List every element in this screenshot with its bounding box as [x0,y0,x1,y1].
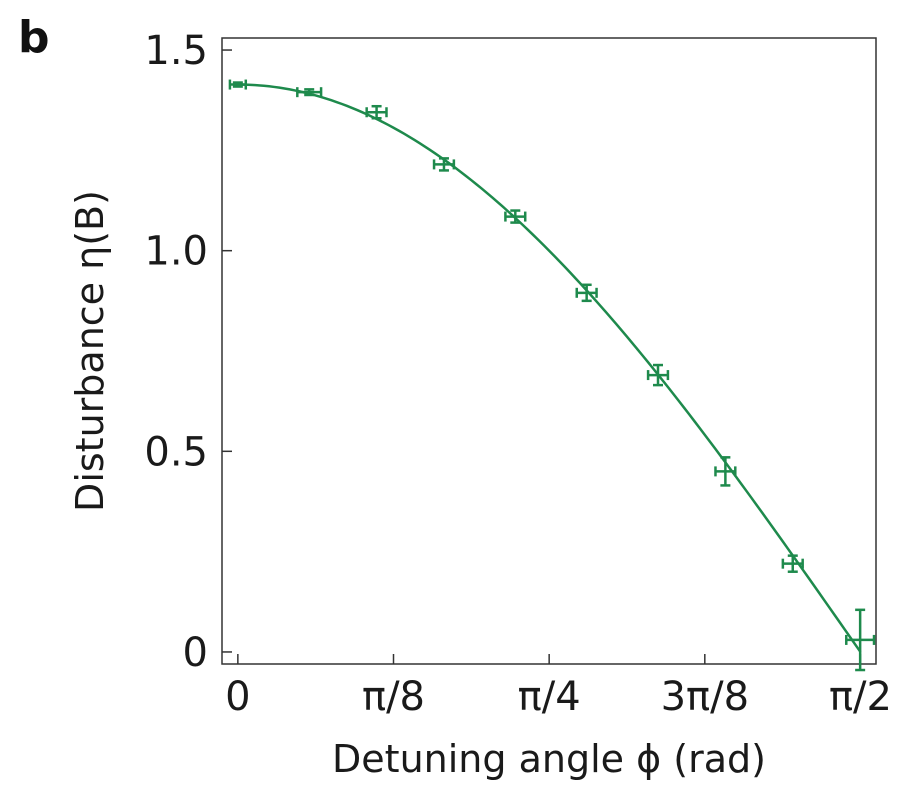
y-axis-label: Disturbance η(B) [68,190,112,512]
x-tick-label: 0 [225,674,250,720]
x-tick-label: 3π/8 [661,674,749,720]
x-tick-label: π/8 [362,674,425,720]
data-point [714,456,737,487]
data-point [845,608,876,672]
y-tick-label: 0 [183,630,208,676]
x-tick-label: π/2 [829,674,892,720]
data-points [228,79,876,672]
fit-curve [237,83,862,653]
data-point [228,79,248,90]
x-tick-labels: 0 π/8 π/4 3π/8 π/2 [225,674,892,720]
data-point [296,87,323,98]
axis-ticks [222,49,862,664]
y-tick-label: 0.5 [144,429,208,475]
data-point [781,554,804,573]
y-tick-labels: 0 0.5 1.0 1.5 [144,28,208,676]
y-tick-label: 1.0 [144,229,208,275]
y-tick-label: 1.5 [144,28,208,74]
x-axis-label: Detuning angle ϕ (rad) [332,737,766,781]
data-point [365,104,388,120]
data-point [575,283,598,303]
data-point [432,157,456,172]
data-point [646,363,670,387]
x-tick-label: π/4 [518,674,581,720]
data-point [504,209,527,224]
plot-frame [221,37,877,665]
panel-label: b [18,12,50,63]
